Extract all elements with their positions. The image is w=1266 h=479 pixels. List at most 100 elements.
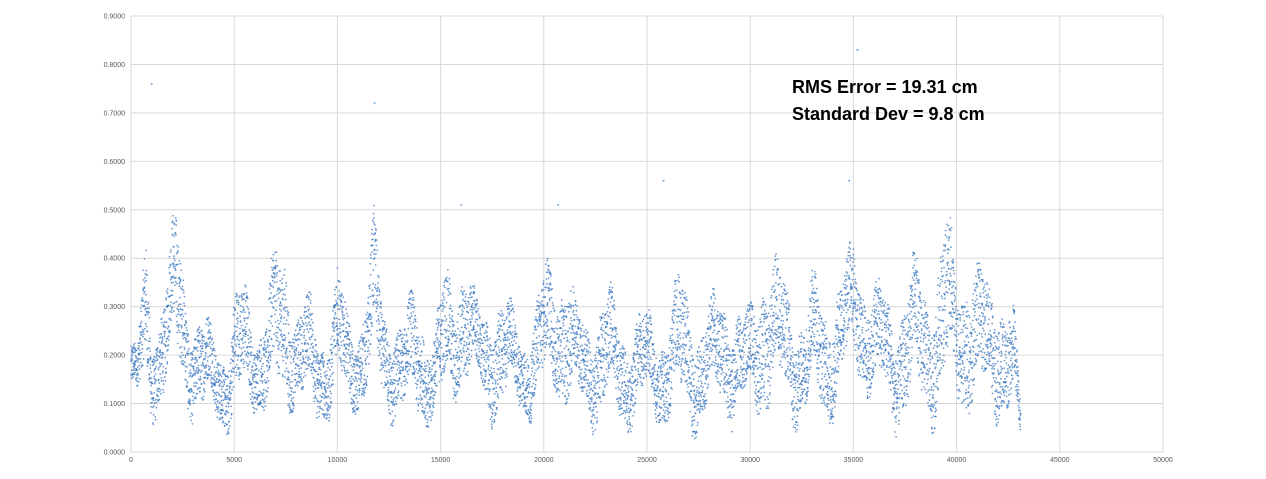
data-point (539, 344, 542, 346)
data-point (177, 313, 179, 316)
data-point (600, 355, 603, 358)
data-point (145, 338, 147, 341)
data-point (607, 346, 610, 349)
data-point (208, 321, 211, 324)
data-point (614, 347, 617, 350)
data-point (513, 351, 515, 353)
data-point (569, 323, 572, 325)
data-point (148, 347, 151, 349)
data-point (339, 336, 342, 338)
data-point (539, 318, 542, 321)
data-point (506, 351, 508, 354)
data-point (275, 299, 278, 302)
data-point (446, 329, 448, 332)
data-point (500, 388, 503, 391)
data-point (620, 364, 622, 366)
data-point (415, 336, 418, 339)
data-point (358, 361, 361, 363)
data-point (165, 372, 168, 375)
data-point (339, 357, 342, 360)
data-point (414, 318, 417, 321)
data-point (455, 375, 458, 378)
data-point (338, 327, 341, 330)
data-point (454, 395, 457, 397)
data-point (309, 366, 312, 368)
data-point (574, 325, 577, 328)
data-point (326, 374, 329, 376)
data-point (355, 363, 358, 366)
data-point (222, 421, 224, 424)
data-point (600, 352, 603, 355)
data-point (585, 349, 588, 351)
data-point (448, 320, 451, 323)
data-point (143, 286, 146, 289)
data-point (628, 411, 631, 414)
data-point (615, 387, 617, 390)
data-point (251, 378, 254, 381)
data-point (216, 372, 219, 374)
data-point (545, 321, 548, 324)
data-point (218, 378, 220, 381)
data-point (210, 379, 212, 381)
data-point (376, 294, 379, 297)
data-point (401, 360, 404, 363)
data-point (493, 404, 495, 407)
data-point (443, 281, 446, 284)
data-point (293, 405, 296, 407)
data-point (579, 386, 582, 389)
data-point (562, 322, 564, 324)
data-point (158, 333, 160, 336)
data-point (439, 366, 441, 369)
data-point (260, 357, 263, 360)
data-point (569, 317, 572, 319)
data-point (234, 295, 237, 298)
data-point (510, 356, 513, 358)
data-point (555, 341, 557, 343)
data-point (416, 327, 418, 329)
data-point (221, 385, 223, 388)
data-point (229, 398, 232, 400)
data-point (448, 290, 450, 293)
data-point (270, 338, 273, 341)
data-point (572, 324, 574, 327)
data-point (378, 323, 380, 325)
data-point (431, 411, 434, 413)
data-point (361, 387, 363, 390)
data-point (312, 347, 314, 349)
data-point (560, 304, 563, 307)
data-point (347, 348, 350, 351)
data-point (346, 371, 348, 374)
data-point (231, 381, 234, 383)
data-point (434, 344, 436, 347)
data-point (534, 316, 537, 319)
data-point (465, 336, 468, 338)
data-point (285, 367, 288, 370)
x-tick-label: 25000 (637, 457, 657, 464)
data-point (314, 396, 317, 399)
data-point (325, 390, 327, 393)
data-point (612, 328, 614, 330)
data-point (459, 340, 461, 343)
data-point (334, 288, 336, 291)
data-point (351, 382, 354, 385)
data-point (476, 302, 478, 305)
data-point (185, 386, 188, 389)
data-point (346, 344, 349, 346)
data-point (346, 321, 349, 324)
data-point (458, 358, 460, 361)
data-point (442, 296, 445, 298)
data-point (207, 377, 209, 379)
data-point (527, 365, 530, 368)
data-point (578, 366, 581, 368)
data-point (270, 301, 272, 304)
data-point (586, 344, 588, 347)
data-point (162, 372, 164, 374)
data-point (459, 349, 462, 352)
data-point (274, 313, 276, 316)
data-point (292, 403, 294, 406)
data-point (393, 351, 396, 354)
data-point (368, 287, 371, 290)
data-point (447, 287, 450, 290)
data-point (342, 329, 345, 332)
data-point (640, 325, 643, 328)
